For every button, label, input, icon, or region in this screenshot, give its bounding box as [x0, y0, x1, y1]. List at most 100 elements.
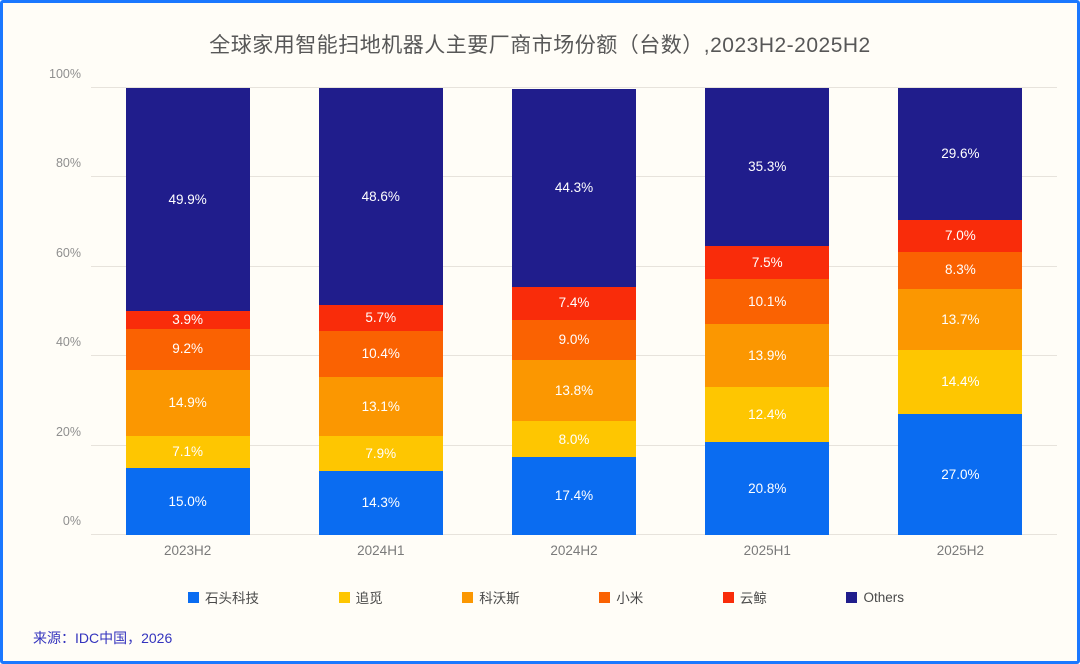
- segment-data-label: 10.4%: [361, 346, 400, 362]
- bar-slot: 27.0% 14.4% 13.7% 8.3% 7.0% 29.6%: [864, 88, 1057, 535]
- legend-label: 石头科技: [205, 591, 259, 606]
- legend-label: 追觅: [355, 591, 383, 606]
- bar-segment-科沃斯[interactable]: 13.9%: [705, 324, 830, 387]
- bar-segment-小米[interactable]: 9.2%: [125, 328, 250, 370]
- x-axis-label-2024H1: 2024H1: [357, 543, 405, 558]
- bar-slot: 20.8% 12.4% 13.9% 10.1% 7.5% 35.3%: [671, 88, 864, 535]
- bar-segment-Others[interactable]: 29.6%: [898, 88, 1023, 221]
- segment-data-label: 17.4%: [554, 488, 594, 504]
- y-axis-tick-label: 80%: [55, 156, 81, 171]
- bar-segment-追觅[interactable]: 14.4%: [898, 349, 1023, 415]
- segment-data-label: 49.9%: [168, 191, 207, 207]
- segment-data-label: 27.0%: [941, 466, 980, 482]
- segment-data-label: 9.2%: [172, 341, 203, 357]
- segment-data-label: 14.9%: [168, 395, 207, 411]
- bar-segment-追觅[interactable]: 7.9%: [318, 435, 443, 472]
- legend-swatch-icon: [846, 591, 858, 603]
- legend-label: 科沃斯: [479, 591, 520, 606]
- bar-segment-石头科技[interactable]: 15.0%: [125, 467, 250, 535]
- segment-data-label: 13.9%: [748, 347, 787, 363]
- bar-segment-Others[interactable]: 35.3%: [705, 88, 830, 246]
- y-axis-tick-label: 60%: [55, 245, 81, 260]
- bar-segment-小米[interactable]: 9.0%: [512, 319, 636, 360]
- stacked-bar-2025H1: 20.8% 12.4% 13.9% 10.1% 7.5% 35.3%: [705, 88, 830, 535]
- bar-segment-云鲸[interactable]: 7.4%: [512, 286, 636, 320]
- bar-segment-云鲸[interactable]: 7.0%: [898, 220, 1023, 252]
- bar-segment-石头科技[interactable]: 20.8%: [705, 442, 830, 535]
- legend-item-追觅[interactable]: 追觅: [338, 587, 383, 607]
- legend-item-小米[interactable]: 小米: [599, 587, 643, 607]
- bar-segment-追觅[interactable]: 7.1%: [125, 436, 250, 468]
- legend-item-云鲸[interactable]: 云鲸: [722, 587, 767, 607]
- bar-segment-小米[interactable]: 8.3%: [898, 251, 1023, 289]
- x-axis-labels: 2023H2 2024H1 2024H2 2025H1 2025H2: [91, 543, 1057, 558]
- legend-swatch-icon: [188, 591, 199, 603]
- segment-data-label: 44.3%: [554, 179, 594, 195]
- legend: 石头科技 追觅 科沃斯 小米 云鲸 Others: [188, 587, 904, 607]
- segment-data-label: 35.3%: [748, 159, 787, 175]
- x-axis-label-2023H2: 2023H2: [163, 543, 212, 558]
- bar-slot: 15.0% 7.1% 14.9% 9.2% 3.9% 49.9%: [91, 88, 284, 535]
- legend-label: 云鲸: [739, 591, 767, 606]
- stacked-bar-2024H1: 14.3% 7.9% 13.1% 10.4% 5.7% 48.6%: [318, 88, 443, 535]
- plot-area: 0% 20% 40% 60% 80% 100% 15.0% 7.1% 14.9% 9.2% 3.9%…: [49, 67, 1057, 535]
- bar-segment-石头科技[interactable]: 17.4%: [512, 457, 636, 535]
- bar-segment-云鲸[interactable]: 3.9%: [125, 311, 250, 329]
- segment-data-label: 7.0%: [945, 228, 976, 244]
- segment-data-label: 29.6%: [941, 146, 980, 162]
- segment-data-label: 8.0%: [558, 431, 590, 447]
- legend-item-Others[interactable]: Others: [846, 590, 904, 605]
- stacked-bar-2024H2: 17.4% 8.0% 13.8% 9.0% 7.4% 44.3%: [512, 88, 636, 535]
- segment-data-label: 14.4%: [941, 374, 980, 390]
- bar-segment-云鲸[interactable]: 7.5%: [705, 245, 830, 280]
- stacked-bar-2023H2: 15.0% 7.1% 14.9% 9.2% 3.9% 49.9%: [125, 88, 250, 535]
- legend-swatch-icon: [338, 591, 350, 603]
- bar-segment-石头科技[interactable]: 27.0%: [898, 414, 1023, 535]
- bar-slot: 14.3% 7.9% 13.1% 10.4% 5.7% 48.6%: [284, 88, 477, 535]
- bar-segment-石头科技[interactable]: 14.3%: [318, 471, 443, 535]
- segment-data-label: 14.3%: [361, 495, 400, 511]
- y-axis-tick-label: 0%: [62, 514, 81, 528]
- bar-segment-Others[interactable]: 49.9%: [125, 88, 250, 312]
- x-axis-label-2025H1: 2025H1: [743, 543, 791, 558]
- legend-item-科沃斯[interactable]: 科沃斯: [462, 587, 520, 607]
- segment-data-label: 10.1%: [748, 294, 787, 310]
- bar-segment-Others[interactable]: 48.6%: [318, 88, 443, 306]
- bar-segment-科沃斯[interactable]: 14.9%: [125, 369, 250, 437]
- segment-data-label: 9.0%: [558, 331, 590, 347]
- bar-segment-追觅[interactable]: 12.4%: [705, 386, 830, 443]
- legend-label: Others: [863, 589, 904, 605]
- chart-title: 全球家用智能扫地机器人主要厂商市场份额（台数）,2023H2-2025H2: [209, 34, 871, 57]
- segment-data-label: 8.3%: [945, 262, 976, 278]
- legend-swatch-icon: [599, 591, 611, 603]
- legend-label: 小米: [616, 591, 644, 606]
- bar-segment-科沃斯[interactable]: 13.7%: [898, 288, 1023, 350]
- bar-segment-Others[interactable]: 44.3%: [512, 88, 636, 287]
- bar-segment-小米[interactable]: 10.1%: [705, 279, 830, 325]
- segment-data-label: 12.4%: [748, 406, 787, 422]
- bar-slot: 17.4% 8.0% 13.8% 9.0% 7.4% 44.3%: [477, 88, 670, 535]
- segment-data-label: 13.8%: [554, 382, 594, 398]
- segment-data-label: 5.7%: [365, 310, 397, 326]
- legend-item-石头科技[interactable]: 石头科技: [188, 587, 259, 607]
- bar-segment-追觅[interactable]: 8.0%: [512, 421, 636, 458]
- segment-data-label: 48.6%: [361, 188, 400, 204]
- segment-data-label: 7.1%: [172, 444, 203, 460]
- legend-swatch-icon: [722, 591, 734, 603]
- bars-row: 15.0% 7.1% 14.9% 9.2% 3.9% 49.9% 14.3% 7.9% 13.1…: [91, 88, 1057, 535]
- segment-data-label: 7.4%: [558, 295, 590, 311]
- x-axis-label-2024H2: 2024H2: [550, 543, 598, 558]
- source-note: 来源：IDC中国，2026: [33, 630, 173, 646]
- x-axis-label-2025H2: 2025H2: [936, 543, 985, 558]
- segment-data-label: 15.0%: [168, 493, 207, 509]
- bar-segment-科沃斯[interactable]: 13.1%: [318, 377, 443, 436]
- segment-data-label: 7.5%: [751, 254, 783, 270]
- bar-segment-小米[interactable]: 10.4%: [318, 330, 443, 378]
- bar-segment-云鲸[interactable]: 5.7%: [318, 305, 443, 331]
- segment-data-label: 3.9%: [172, 312, 203, 328]
- bar-segment-科沃斯[interactable]: 13.8%: [512, 359, 636, 422]
- stacked-bar-2025H2: 27.0% 14.4% 13.7% 8.3% 7.0% 29.6%: [898, 88, 1023, 535]
- y-axis-tick-label: 20%: [55, 424, 81, 439]
- segment-data-label: 20.8%: [748, 480, 787, 496]
